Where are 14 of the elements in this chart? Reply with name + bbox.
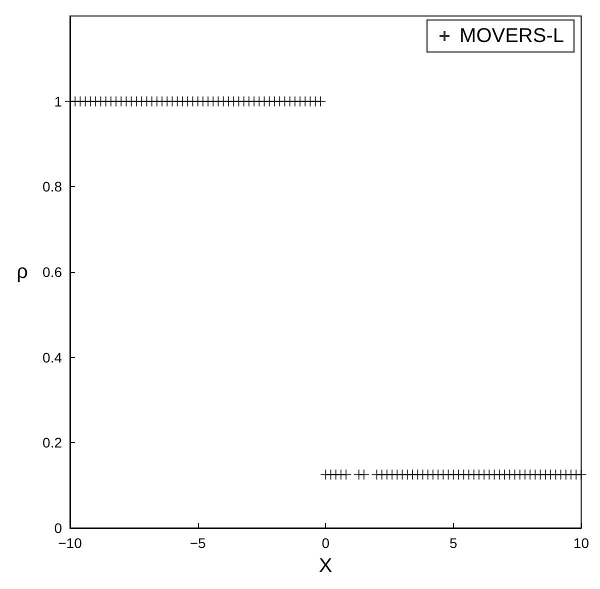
y-tick-label: 0.4: [42, 349, 62, 366]
y-axis-title: ρ: [16, 261, 28, 283]
y-tick-label: 1: [54, 93, 62, 110]
y-tick-label: 0.8: [42, 178, 62, 195]
y-tick-label: 0: [54, 520, 62, 536]
legend-label: MOVERS-L: [460, 25, 564, 47]
x-tick-label: −5: [190, 535, 206, 551]
y-tick-label: 0.6: [42, 264, 62, 280]
x-tick-label: 0: [322, 535, 330, 551]
x-axis-title: X: [318, 555, 332, 577]
x-tick-label: 10: [573, 535, 590, 551]
x-tick-label: 5: [450, 535, 458, 551]
y-tick-label: 0.2: [42, 434, 62, 451]
x-tick-label: −10: [58, 535, 82, 551]
